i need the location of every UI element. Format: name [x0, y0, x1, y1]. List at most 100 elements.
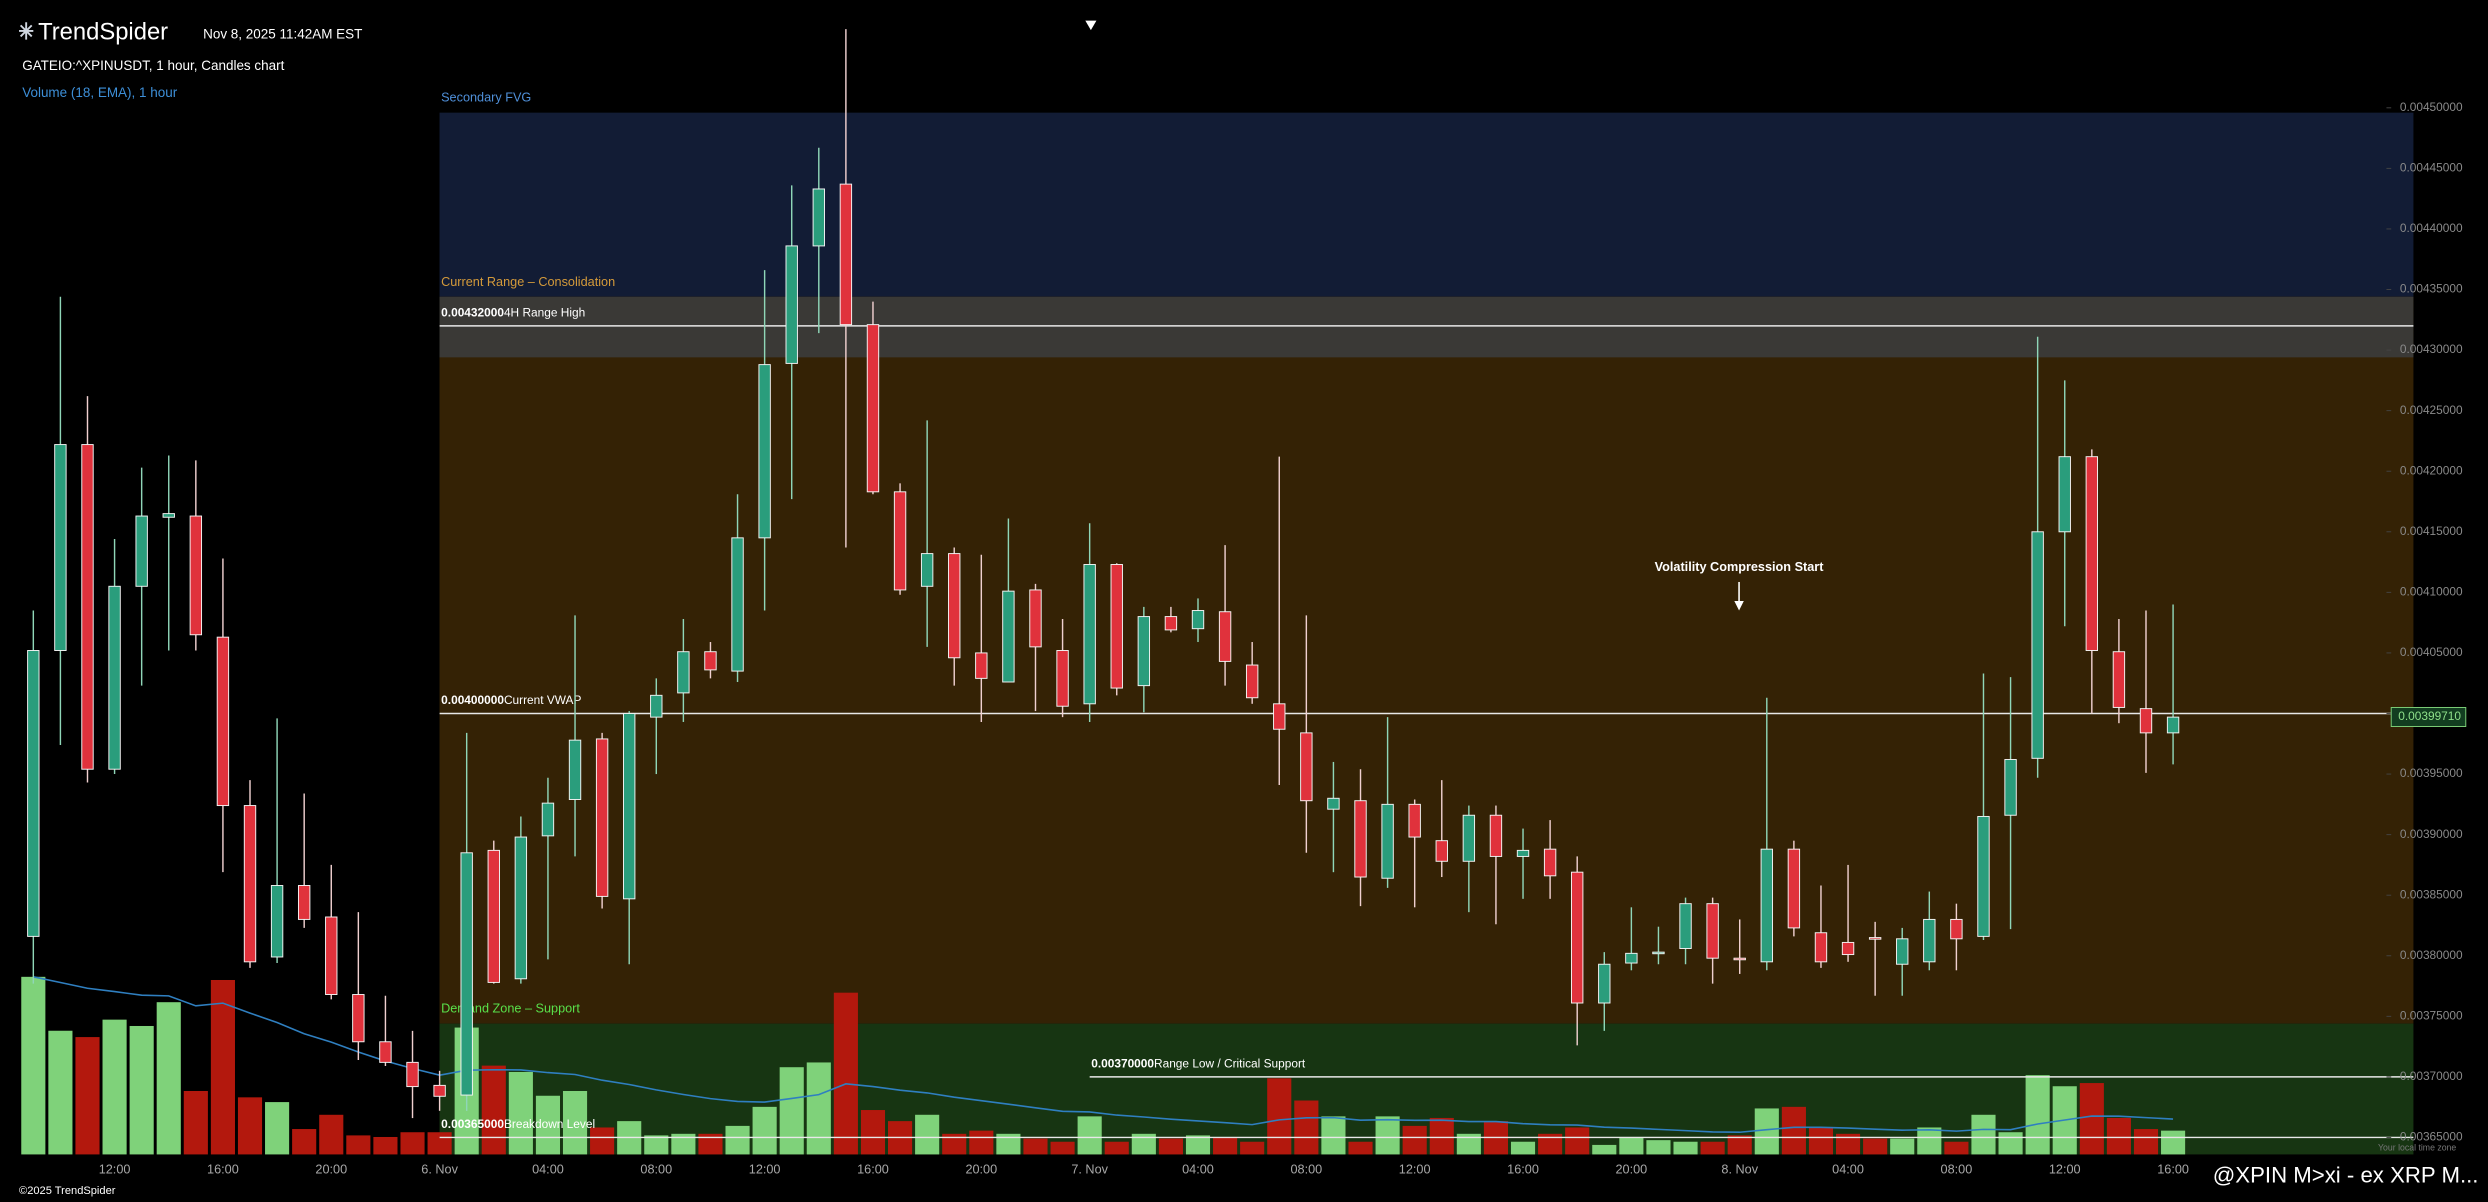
candle-body — [1002, 590, 1015, 683]
candle-body — [1462, 814, 1476, 862]
volume-bar — [1754, 1108, 1779, 1155]
candle-body — [785, 245, 798, 364]
candle-body — [1273, 703, 1286, 730]
x-tick-label: 12:00 — [749, 1163, 781, 1177]
last-price-label: 0.00399710 — [2398, 709, 2461, 723]
volume-bar — [644, 1135, 669, 1155]
annotation-text: Volatility Compression Start — [1655, 560, 1825, 574]
volume-bar — [1050, 1141, 1075, 1155]
volume-bar — [1808, 1127, 1834, 1155]
x-tick-label: 04:00 — [532, 1163, 564, 1177]
volume-bar — [2161, 1130, 2186, 1155]
volume-bar — [1646, 1140, 1671, 1155]
candle-body — [839, 183, 853, 326]
volume-bar — [2106, 1117, 2131, 1155]
volume-bar — [1456, 1133, 1481, 1155]
volume-bar — [1267, 1078, 1292, 1155]
volume-bar — [1619, 1136, 1644, 1155]
x-tick-label: 16:00 — [207, 1163, 239, 1177]
candle-body — [704, 651, 717, 671]
candle-body — [1652, 951, 1665, 955]
candle-body — [1354, 800, 1367, 878]
header: TrendSpider Nov 8, 2025 11:42AM EST GATE… — [19, 19, 1097, 100]
candle-body — [2004, 759, 2017, 816]
candle-body — [623, 713, 636, 900]
y-tick-label: 0.00405000 — [2400, 645, 2463, 659]
volume-bar — [427, 1132, 452, 1155]
x-tick-label: 12:00 — [1399, 1163, 1431, 1177]
volume-bar — [969, 1130, 994, 1155]
level-value: 0.00432000 — [441, 305, 504, 319]
volume-bar — [210, 979, 235, 1155]
candle-body — [1245, 664, 1259, 699]
candle-body — [352, 994, 365, 1043]
x-tick-label: 08:00 — [1941, 1163, 1973, 1177]
candle-body — [162, 513, 175, 518]
x-tick-label: 04:00 — [1182, 1163, 1214, 1177]
y-tick-label: 0.00395000 — [2400, 766, 2463, 780]
volume-bar — [535, 1095, 561, 1155]
zone-label: Secondary FVG — [441, 91, 531, 105]
candle-body — [1598, 963, 1611, 1004]
volume-bar — [1971, 1114, 1996, 1155]
candle-body — [2139, 708, 2153, 734]
volume-bar — [1375, 1116, 1400, 1155]
candle-body — [1868, 937, 1882, 940]
candle-body — [731, 537, 744, 672]
candles — [27, 29, 2180, 1119]
candle-body — [1056, 650, 1069, 707]
y-tick-label: 0.00435000 — [2400, 282, 2463, 296]
candle-body — [1950, 918, 1963, 940]
candle-body — [1787, 848, 1801, 929]
axes: 0.00365000 0.00370000 0.00375000 0.00380000… — [99, 100, 2467, 1177]
volume-bar — [102, 1019, 127, 1155]
volume-bar — [1863, 1138, 1888, 1155]
volume-bar — [156, 1002, 181, 1155]
zone-label: Demand Zone – Support — [441, 1002, 580, 1016]
y-tick-label: 0.00375000 — [2400, 1008, 2463, 1022]
annotation: Volatility Compression Start — [1655, 560, 1825, 611]
copyright: ©2025 TrendSpider — [19, 1185, 116, 1197]
candle-body — [135, 515, 148, 587]
volume-bar — [860, 1110, 886, 1155]
x-tick-label: 08:00 — [640, 1163, 672, 1177]
last-price-tag — [2390, 707, 2467, 727]
volume-bar — [2025, 1075, 2050, 1155]
candle-body — [406, 1061, 419, 1088]
level-label: Breakdown Level — [504, 1117, 595, 1131]
annotation-arrowhead — [1734, 601, 1744, 611]
y-tick-label: 0.00415000 — [2400, 524, 2463, 538]
candle-body — [2031, 531, 2044, 759]
x-tick-label: 20:00 — [315, 1163, 347, 1177]
candle-body — [2085, 456, 2099, 651]
volume-bar — [373, 1136, 398, 1155]
candle-body — [595, 738, 609, 897]
volume-bar — [1131, 1133, 1156, 1155]
volume-bar — [671, 1133, 696, 1155]
x-tick-label: 16:00 — [857, 1163, 889, 1177]
x-tick-label: 7. Nov — [1071, 1163, 1108, 1177]
volume-bar — [1781, 1106, 1806, 1155]
candle-body — [1896, 938, 1909, 965]
y-tick-label: 0.00420000 — [2400, 463, 2463, 477]
volume-bar — [400, 1132, 425, 1155]
volume-bar — [1510, 1141, 1536, 1155]
candle-body — [216, 636, 230, 807]
candle-body — [297, 885, 311, 920]
volume-bar — [1538, 1133, 1563, 1155]
candle-body — [1841, 941, 1855, 956]
volume-bar — [2079, 1083, 2104, 1155]
x-tick-label: 16:00 — [2157, 1163, 2189, 1177]
level-label: 4H Range High — [504, 305, 585, 319]
candle-body — [541, 802, 555, 837]
volume-bar — [48, 1030, 73, 1155]
candle-body — [1218, 611, 1232, 662]
candle-body — [1327, 797, 1340, 810]
candle-body — [1029, 589, 1042, 648]
candle-body — [2058, 456, 2071, 533]
candle-body — [1191, 610, 1205, 630]
y-tick-label: 0.00365000 — [2400, 1130, 2463, 1144]
volume-bar — [75, 1037, 100, 1155]
